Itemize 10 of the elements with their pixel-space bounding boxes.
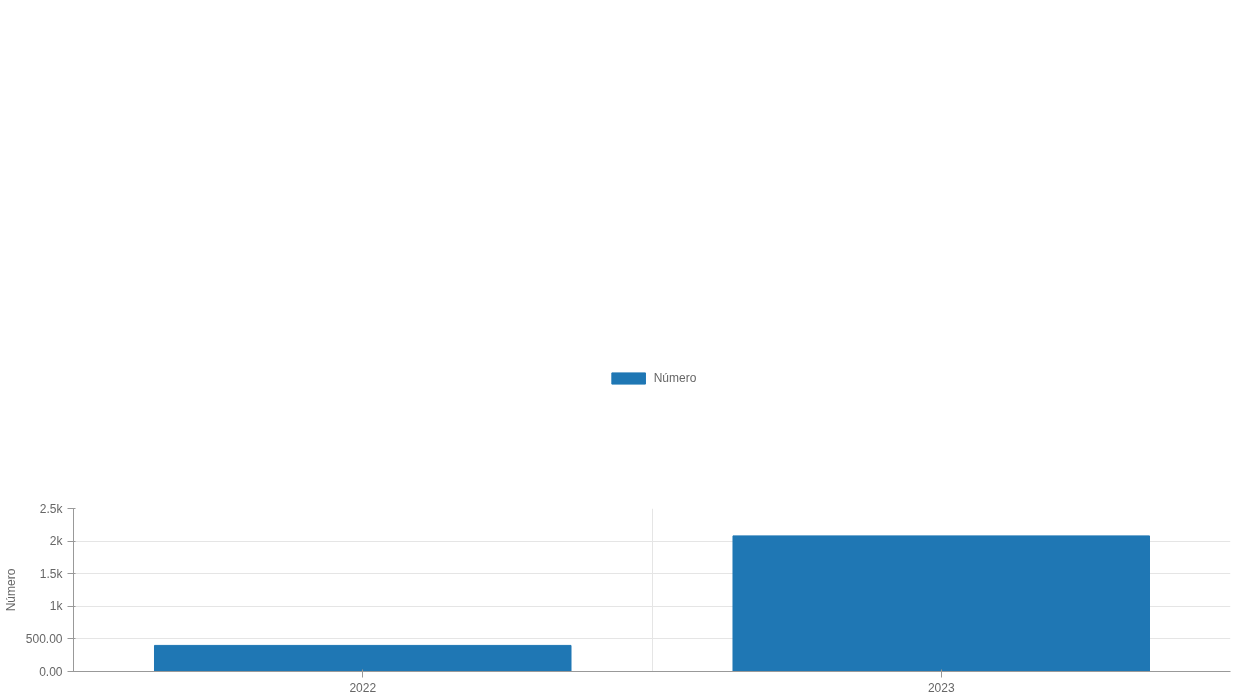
x-tick-label: 2023	[927, 680, 955, 695]
y-tick-label: 1.5k	[39, 566, 64, 581]
x-tick-label: 2022	[349, 680, 377, 695]
y-tick-label: 0.00	[39, 664, 63, 679]
y-axis-title: Número	[3, 568, 18, 612]
legend-label: Número	[653, 370, 697, 385]
y-tick-label: 1k	[49, 599, 64, 614]
y-tick-label: 2k	[49, 534, 64, 549]
y-tick-label: 2.5k	[39, 501, 64, 516]
y-tick-label: 500.00	[25, 631, 63, 646]
